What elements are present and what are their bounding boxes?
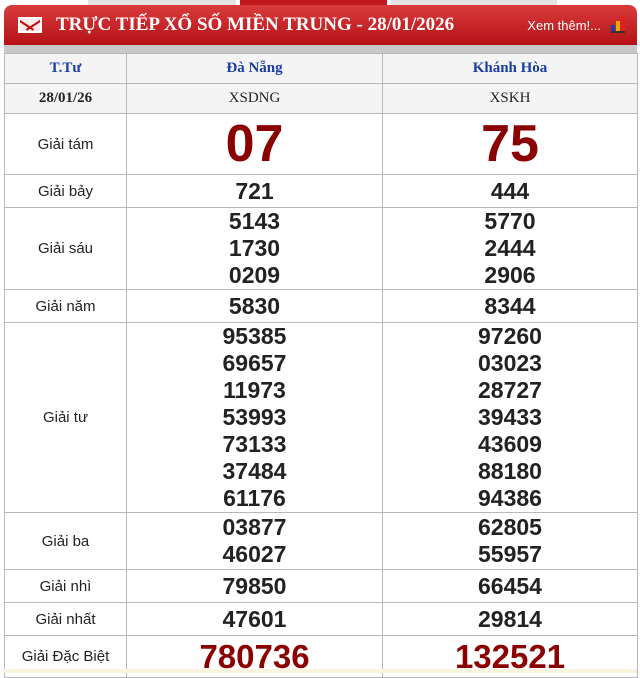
- prize-number: 5770: [484, 208, 536, 234]
- prize-number: 47601: [222, 605, 287, 632]
- col-weekday: T.Tư: [4, 53, 127, 84]
- header-divider: [4, 45, 637, 54]
- footer-strip: [4, 669, 637, 673]
- prize-number: 1730: [228, 235, 281, 261]
- prize-number: 88180: [478, 458, 542, 484]
- prize-number: 780736: [199, 637, 310, 675]
- prize-number: 0209: [228, 262, 281, 288]
- prize-label: Giải bảy: [4, 174, 127, 208]
- prize-row: Giải sáu 5143 1730 0209 5770 2444 2906: [4, 207, 638, 290]
- prize-number: 43609: [478, 431, 542, 457]
- prize-number: 62805: [478, 514, 542, 540]
- prize-row: Giải tám 07 75: [4, 113, 638, 175]
- envelope-icon: [18, 17, 42, 33]
- prize-cell-kh: 29814: [382, 602, 638, 636]
- bar-chart-icon[interactable]: [611, 16, 625, 33]
- prize-cell-kh: 62805 55957: [382, 512, 638, 570]
- prize-number: 2906: [484, 262, 536, 288]
- prize-number: 55957: [478, 541, 542, 567]
- prize-row: Giải bảy 721 444: [4, 174, 638, 208]
- prize-cell-dn: 780736: [126, 635, 383, 678]
- prize-label: Giải nhì: [4, 569, 127, 603]
- draw-date: 28/01/26: [4, 83, 127, 114]
- results-table: T.Tư Đà Nẵng Khánh Hòa 28/01/26 XSDNG XS…: [4, 53, 638, 678]
- prize-number: 03023: [478, 350, 542, 376]
- prize-number: 28727: [478, 377, 542, 403]
- prize-number: 94386: [478, 485, 542, 511]
- prize-cell-dn: 95385 69657 11973 53993 73133 37484 61176: [126, 322, 383, 513]
- prize-number: 53993: [222, 404, 287, 430]
- prize-number: 46027: [222, 541, 287, 567]
- prize-number: 73133: [222, 431, 287, 457]
- prize-row: Giải tư 95385 69657 11973 53993 73133 37484 611…: [4, 322, 638, 513]
- prize-label: Giải tư: [4, 322, 127, 513]
- prize-number: 444: [490, 177, 530, 204]
- prize-row: Giải Đặc Biệt 780736 132521: [4, 635, 638, 678]
- prize-number: 03877: [222, 514, 287, 540]
- prize-cell-kh: 5770 2444 2906: [382, 207, 638, 290]
- prize-number: 69657: [222, 350, 287, 376]
- prize-number: 5830: [228, 292, 281, 319]
- prize-number: 75: [481, 115, 539, 173]
- code-da-nang: XSDNG: [126, 83, 383, 114]
- prize-label: Giải nhất: [4, 602, 127, 636]
- prize-row: Giải năm 5830 8344: [4, 289, 638, 323]
- prize-number: 61176: [223, 485, 286, 511]
- prize-label: Giải năm: [4, 289, 127, 323]
- prize-number: 2444: [484, 235, 536, 261]
- prize-cell-kh: 444: [382, 174, 638, 208]
- prize-number: 132521: [454, 637, 566, 675]
- prize-number: 29814: [478, 605, 542, 632]
- prize-number: 5143: [228, 208, 281, 234]
- prize-cell-kh: 8344: [382, 289, 638, 323]
- prize-number: 37484: [222, 458, 287, 484]
- results-header: TRỰC TIẾP XỔ SỐ MIỀN TRUNG - 28/01/2026 …: [4, 5, 637, 45]
- tab-right[interactable]: [391, 0, 557, 6]
- prize-number: 07: [225, 115, 284, 173]
- prize-row: Giải nhất 47601 29814: [4, 602, 638, 636]
- prize-cell-dn: 5143 1730 0209: [126, 207, 383, 290]
- code-khanh-hoa: XSKH: [382, 83, 638, 114]
- col-da-nang[interactable]: Đà Nẵng: [126, 53, 383, 84]
- prize-number: 39433: [478, 404, 542, 430]
- date-row: 28/01/26 XSDNG XSKH: [4, 83, 638, 114]
- prize-number: 11973: [223, 377, 286, 403]
- column-headers: T.Tư Đà Nẵng Khánh Hòa: [4, 53, 638, 84]
- prize-cell-dn: 5830: [126, 289, 383, 323]
- tab-active[interactable]: [240, 0, 387, 6]
- prize-cell-kh: 66454: [382, 569, 638, 603]
- prize-cell-dn: 07: [126, 113, 383, 175]
- prize-number: 66454: [478, 572, 542, 599]
- prize-number: 721: [235, 177, 274, 204]
- prize-label: Giải sáu: [4, 207, 127, 290]
- page-title: TRỰC TIẾP XỔ SỐ MIỀN TRUNG - 28/01/2026: [56, 14, 455, 35]
- tab-left[interactable]: [88, 0, 236, 6]
- prize-row: Giải nhì 79850 66454: [4, 569, 638, 603]
- col-khanh-hoa[interactable]: Khánh Hòa: [382, 53, 638, 84]
- prize-cell-dn: 721: [126, 174, 383, 208]
- see-more-link[interactable]: Xem thêm!...: [527, 17, 601, 33]
- prize-label: Giải tám: [4, 113, 127, 175]
- prize-number: 95385: [222, 323, 287, 349]
- prize-cell-dn: 79850: [126, 569, 383, 603]
- prize-number: 8344: [484, 292, 536, 319]
- prize-number: 79850: [222, 572, 287, 599]
- prize-cell-dn: 03877 46027: [126, 512, 383, 570]
- prize-cell-kh: 97260 03023 28727 39433 43609 88180 94386: [382, 322, 638, 513]
- prize-number: 97260: [478, 323, 542, 349]
- prize-cell-kh: 75: [382, 113, 638, 175]
- prize-label: Giải ba: [4, 512, 127, 570]
- prize-row: Giải ba 03877 46027 62805 55957: [4, 512, 638, 570]
- prize-cell-dn: 47601: [126, 602, 383, 636]
